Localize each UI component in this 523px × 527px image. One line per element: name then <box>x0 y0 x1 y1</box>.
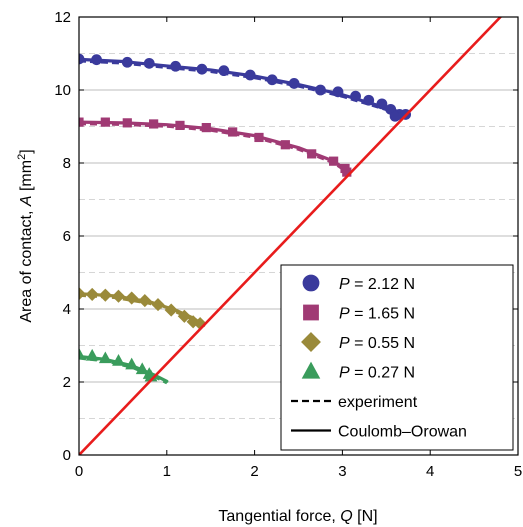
series-0-point <box>288 78 300 89</box>
x-tick-label: 2 <box>250 463 258 480</box>
series-0-point <box>244 69 256 81</box>
plot-layer <box>79 17 503 455</box>
legend-label: P = 0.27 N <box>339 365 415 382</box>
legend-marker <box>301 361 321 379</box>
series-3-point <box>98 351 112 364</box>
series-0-point <box>363 94 375 106</box>
legend-label-text: = 0.55 N <box>350 335 415 352</box>
series-1-point <box>201 122 211 133</box>
series-0-point <box>266 74 278 86</box>
series-0-point <box>79 53 85 65</box>
x-tick-label: 0 <box>75 463 83 480</box>
series-1-point <box>228 127 238 137</box>
y-tick-label: 10 <box>54 82 71 99</box>
x-axis-title-symbol: Q <box>340 508 352 525</box>
coulomb-orowan-line <box>79 17 503 455</box>
y-axis-title-close: ] <box>18 149 35 153</box>
legend-label: experiment <box>338 394 418 411</box>
y-tick-label: 2 <box>63 374 71 391</box>
legend-marker <box>303 304 319 321</box>
series-2-point <box>151 298 165 312</box>
series-0-point <box>315 84 326 96</box>
legend-label-text: = 1.65 N <box>350 306 415 323</box>
legend-label-symbol: P <box>339 365 350 382</box>
series-0-experiment-line <box>79 60 409 118</box>
x-tick-label: 1 <box>163 463 171 480</box>
series-0-fit-line <box>79 57 410 117</box>
series-1-point <box>175 120 185 131</box>
legend-label-text: Coulomb–Orowan <box>338 424 467 441</box>
series-1-point <box>329 156 339 166</box>
series-2-point <box>125 291 139 305</box>
legend-marker <box>302 274 320 292</box>
series-0-point <box>91 54 102 66</box>
x-axis-title-unit: [N] <box>353 508 378 525</box>
y-axis-title-unit: [mm <box>18 160 35 196</box>
legend-label: P = 1.65 N <box>339 306 415 323</box>
legend-box <box>280 264 514 451</box>
y-axis-title-symbol: A <box>18 195 35 207</box>
legend-label-symbol: P <box>339 276 350 293</box>
series-0-point <box>143 57 155 69</box>
x-axis-title: Tangential force, Q [N] <box>218 508 377 525</box>
legend-label-symbol: P <box>339 335 350 352</box>
series-2-point <box>98 288 112 302</box>
y-axis-title-prefix: Area of contact, <box>18 206 35 323</box>
series-1-point <box>307 149 317 159</box>
series-3-point <box>85 348 99 361</box>
y-tick-label: 6 <box>63 228 71 245</box>
series-3-point <box>112 353 125 366</box>
series-2-point <box>111 289 126 303</box>
series-2-point <box>85 287 99 301</box>
legend-label-text: = 0.27 N <box>350 365 415 382</box>
series-0-point <box>218 65 230 77</box>
legend-label: P = 0.55 N <box>339 335 415 352</box>
y-tick-label: 0 <box>63 447 71 464</box>
series-0-point <box>196 63 208 75</box>
series-3-point <box>135 362 149 375</box>
y-tick-label: 4 <box>63 301 71 318</box>
legend-label-text: experiment <box>338 394 418 411</box>
y-tick-label: 8 <box>63 155 71 172</box>
series-1-point <box>149 119 159 129</box>
legend-label: P = 2.12 N <box>339 276 415 293</box>
series-0-point <box>376 98 388 110</box>
legend: P = 2.12 NP = 1.65 NP = 0.55 NP = 0.27 N… <box>280 264 514 451</box>
series-0-point <box>121 56 133 68</box>
x-axis-title-prefix: Tangential force, <box>218 508 340 525</box>
series-1-point <box>122 118 132 128</box>
legend-label-symbol: P <box>339 306 350 323</box>
series-0-point <box>332 86 344 98</box>
series-2-point <box>79 287 86 301</box>
y-axis-title-exponent: 2 <box>16 154 28 160</box>
series-2-point <box>138 294 152 308</box>
x-tick-label: 4 <box>426 463 434 480</box>
series-1-point <box>100 117 110 127</box>
series-3-point <box>125 357 139 370</box>
x-tick-label: 3 <box>338 463 346 480</box>
legend-label: Coulomb–Orowan <box>338 424 467 441</box>
legend-marker <box>301 332 321 352</box>
series-0-point <box>170 60 181 72</box>
series-1-experiment-line <box>79 123 348 174</box>
series-1-point <box>280 140 290 150</box>
series-2-point <box>177 309 191 323</box>
y-tick-label: 12 <box>54 9 71 26</box>
series-0-point <box>389 110 401 122</box>
series-0-point <box>350 90 361 102</box>
legend-label-text: = 2.12 N <box>350 276 415 293</box>
series-3-point <box>79 347 86 360</box>
series-2-point <box>164 303 178 317</box>
y-axis-title: Area of contact, A [mm2] <box>16 149 35 322</box>
series-1-point <box>254 132 264 143</box>
x-tick-label: 5 <box>514 463 522 480</box>
